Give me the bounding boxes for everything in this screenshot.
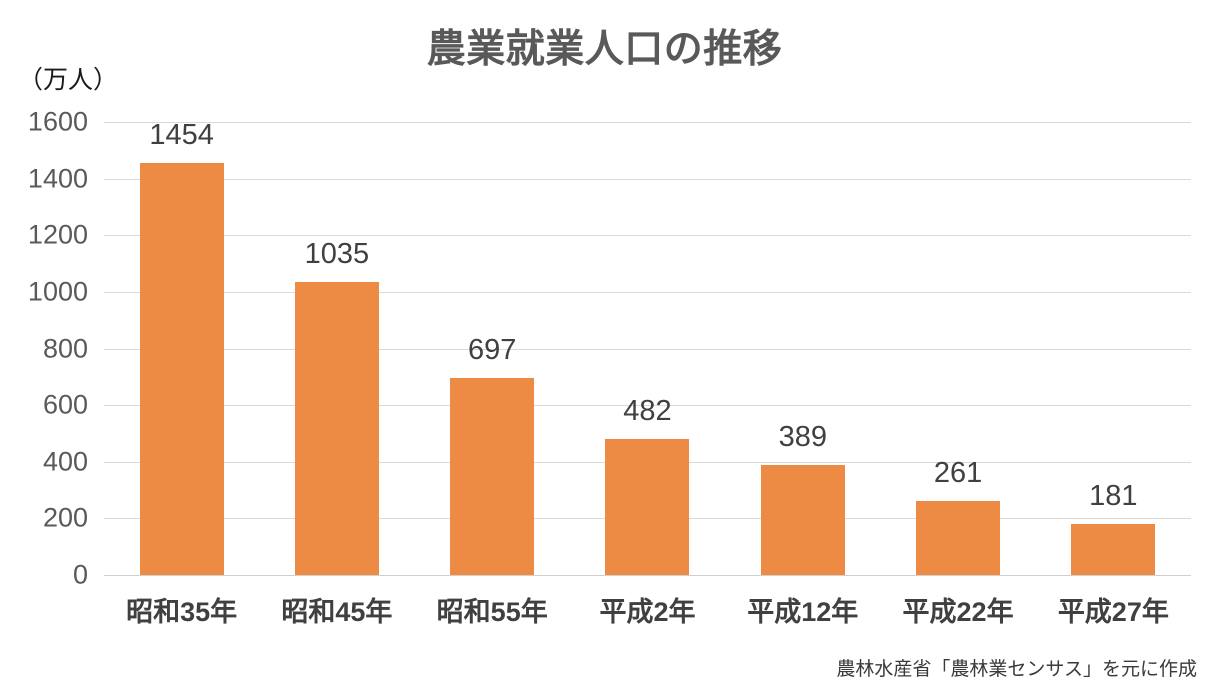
x-axis-tick-labels: 昭和35年 昭和45年 昭和55年 平成2年 平成12年 平成22年 平成27年 [104,590,1191,638]
bar-slot: 697 [415,122,570,575]
gridline [104,348,1191,350]
bar-slot: 1454 [104,119,259,575]
bar[interactable] [139,163,224,575]
y-axis-tick-label: 1000 [27,276,88,307]
bar[interactable] [294,281,379,575]
y-axis-tick-label: 1600 [27,106,88,137]
bar-value-label: 1454 [149,119,214,152]
x-axis-tick-label: 平成12年 [747,597,859,627]
bar-series: 1454 1035 697 482 389 261 181 [104,119,1191,575]
gridline [104,235,1191,237]
bar-value-label: 697 [468,333,517,366]
bar-value-label: 1035 [304,237,370,270]
bar[interactable] [450,377,535,575]
bar[interactable] [605,438,690,575]
bar[interactable] [916,501,1001,575]
y-axis-tick-label: 600 [42,389,88,420]
x-axis-tick-label: 昭和35年 [126,597,238,627]
y-axis-tick-label: 0 [72,559,88,590]
gridline [104,405,1191,407]
gridline [104,178,1191,180]
x-axis-tick-label: 平成2年 [599,597,696,627]
plot-area: 1454 1035 697 482 389 261 181 [104,119,1191,576]
gridline [104,575,1191,576]
y-axis-tick-label: 400 [42,446,88,477]
y-axis-tick-label: 1400 [27,163,88,194]
bar-slot: 482 [570,122,725,575]
bar-value-label: 181 [1089,479,1138,512]
bar[interactable] [1071,523,1156,575]
bar-value-label: 389 [778,420,827,453]
bar-slot: 1035 [259,122,414,575]
source-note: 農林水産省「農林業センサス」を元に作成 [836,659,1197,680]
bar-value-label: 482 [623,394,672,427]
bar[interactable] [760,464,845,575]
gridline [104,291,1191,293]
y-axis-tick-label: 1200 [27,219,88,250]
bar-slot: 181 [1036,122,1191,575]
x-axis-tick-label: 昭和45年 [281,597,393,627]
x-axis-tick-label: 平成22年 [902,597,1014,627]
gridline [104,122,1191,123]
y-axis-tick-label: 800 [42,333,88,363]
bar-slot: 261 [880,122,1035,575]
x-axis-tick-label: 平成27年 [1057,597,1169,627]
y-axis-tick-label: 200 [42,502,88,533]
x-axis-tick-label: 昭和55年 [436,597,548,627]
bar-slot: 389 [725,122,880,575]
chart-title: 農業就業人口の推移 [426,28,783,71]
bar-value-label: 261 [933,457,983,490]
y-axis-unit-label: （万人） [18,66,119,94]
